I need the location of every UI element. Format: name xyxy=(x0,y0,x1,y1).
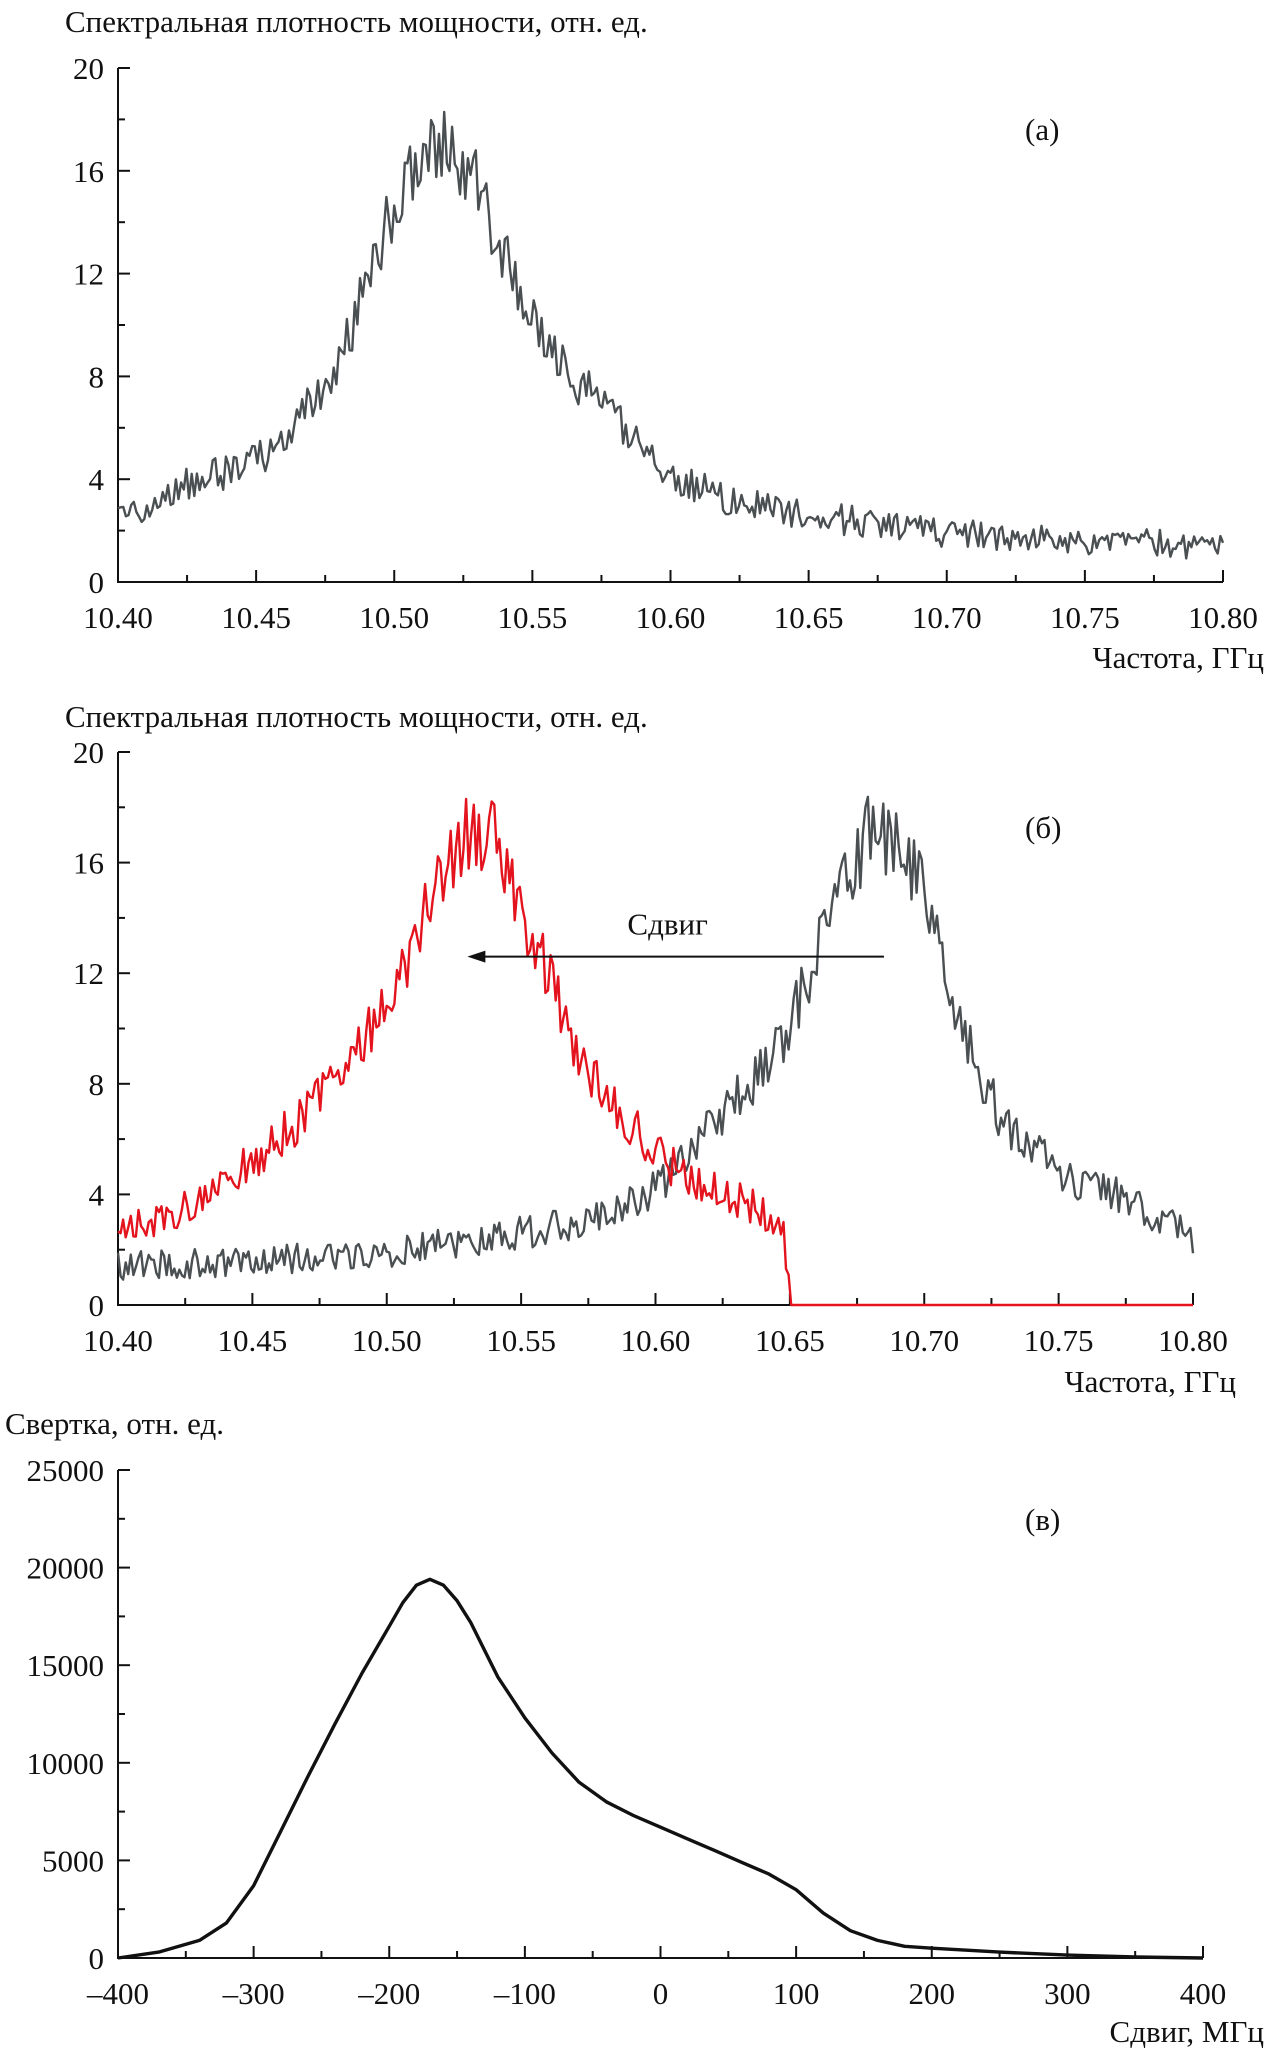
y-tick-label: 15000 xyxy=(27,1648,105,1683)
x-tick-label: 200 xyxy=(909,1976,956,2011)
y-tick-label: 20 xyxy=(73,51,104,86)
y-tick-label: 20000 xyxy=(27,1551,105,1586)
x-axis-title: Частота, ГГц xyxy=(1064,1364,1236,1399)
y-tick-label: 4 xyxy=(89,462,105,497)
y-tick-label: 16 xyxy=(73,846,104,881)
x-tick-label: 10.60 xyxy=(621,1323,691,1358)
x-tick-label: 10.80 xyxy=(1158,1323,1228,1358)
y-tick-label: 12 xyxy=(73,956,104,991)
series-line xyxy=(117,110,1225,560)
x-tick-label: –400 xyxy=(86,1976,149,2011)
x-tick-label: 10.55 xyxy=(486,1323,556,1358)
x-axis-title: Сдвиг, МГц xyxy=(1110,2014,1264,2049)
x-tick-label: 10.70 xyxy=(889,1323,959,1358)
x-tick-label: –200 xyxy=(357,1976,420,2011)
x-tick-label: –300 xyxy=(222,1976,285,2011)
plot-area xyxy=(117,110,1225,560)
x-tick-label: 10.40 xyxy=(83,600,153,635)
y-axis: 0 4 8 12 16 20 xyxy=(73,735,130,1323)
x-tick-label: 10.75 xyxy=(1024,1323,1094,1358)
x-axis: 10.40 10.45 10.50 10.55 10.60 10.65 10.70 10.75… xyxy=(83,570,1258,635)
y-tick-label: 4 xyxy=(89,1177,105,1212)
series-line xyxy=(117,1577,1204,1960)
x-tick-label: 10.45 xyxy=(221,600,291,635)
panel-label: (б) xyxy=(1025,810,1061,845)
y-axis: 0 4 8 12 16 20 xyxy=(73,51,130,600)
x-tick-label: 10.40 xyxy=(83,1323,153,1358)
x-axis-title: Частота, ГГц xyxy=(1092,640,1264,675)
y-tick-label: 8 xyxy=(89,359,105,394)
chart-panel-b: Спектральная плотность мощности, отн. ед… xyxy=(65,699,1236,1399)
x-tick-label: 10.45 xyxy=(218,1323,288,1358)
panel-label: (а) xyxy=(1025,112,1059,147)
chart-panel-c: Свертка, отн. ед. (в) 0 5000 10000 15000 200… xyxy=(5,1406,1264,2049)
x-tick-label: 0 xyxy=(653,1976,669,2011)
x-tick-label: 10.60 xyxy=(636,600,706,635)
y-tick-label: 0 xyxy=(89,1941,105,1976)
plot-area xyxy=(117,1577,1204,1960)
x-tick-label: –100 xyxy=(493,1976,556,2011)
axis-frame xyxy=(117,68,1223,583)
y-tick-label: 12 xyxy=(73,257,104,292)
x-axis: 10.40 10.45 10.50 10.55 10.60 10.65 10.70 10.75… xyxy=(83,1293,1228,1358)
y-tick-label: 20 xyxy=(73,735,104,770)
panel-label: (в) xyxy=(1025,1502,1060,1537)
y-tick-label: 0 xyxy=(89,1288,105,1323)
axis-frame xyxy=(117,1470,1203,1959)
y-tick-label: 25000 xyxy=(27,1453,105,1488)
x-tick-label: 300 xyxy=(1044,1976,1091,2011)
shift-label: Сдвиг xyxy=(627,906,707,941)
x-tick-label: 10.65 xyxy=(755,1323,825,1358)
x-tick-label: 100 xyxy=(773,1976,820,2011)
x-tick-label: 10.70 xyxy=(912,600,982,635)
y-tick-label: 8 xyxy=(89,1067,105,1102)
y-axis-title: Спектральная плотность мощности, отн. ед… xyxy=(65,4,648,39)
plot-area xyxy=(116,795,1195,1307)
y-tick-label: 10000 xyxy=(27,1746,105,1781)
x-tick-label: 400 xyxy=(1180,1976,1227,2011)
y-axis-title: Спектральная плотность мощности, отн. ед… xyxy=(65,699,648,734)
shift-annotation: Сдвиг xyxy=(467,906,884,963)
y-tick-label: 0 xyxy=(89,565,105,600)
series-line xyxy=(117,797,1193,1307)
x-tick-label: 10.55 xyxy=(498,600,568,635)
x-tick-label: 10.75 xyxy=(1050,600,1120,635)
series-line xyxy=(116,795,1195,1281)
shift-arrow-head xyxy=(467,950,486,963)
x-tick-label: 10.50 xyxy=(352,1323,422,1358)
y-tick-label: 16 xyxy=(73,154,104,189)
x-tick-label: 10.80 xyxy=(1188,600,1258,635)
y-axis-title: Свертка, отн. ед. xyxy=(5,1406,224,1441)
x-tick-label: 10.65 xyxy=(774,600,844,635)
x-tick-label: 10.50 xyxy=(359,600,429,635)
y-tick-label: 5000 xyxy=(42,1843,104,1878)
y-axis: 0 5000 10000 15000 20000 25000 xyxy=(27,1453,130,1976)
chart-panel-a: Спектральная плотность мощности, отн. ед… xyxy=(65,4,1264,675)
